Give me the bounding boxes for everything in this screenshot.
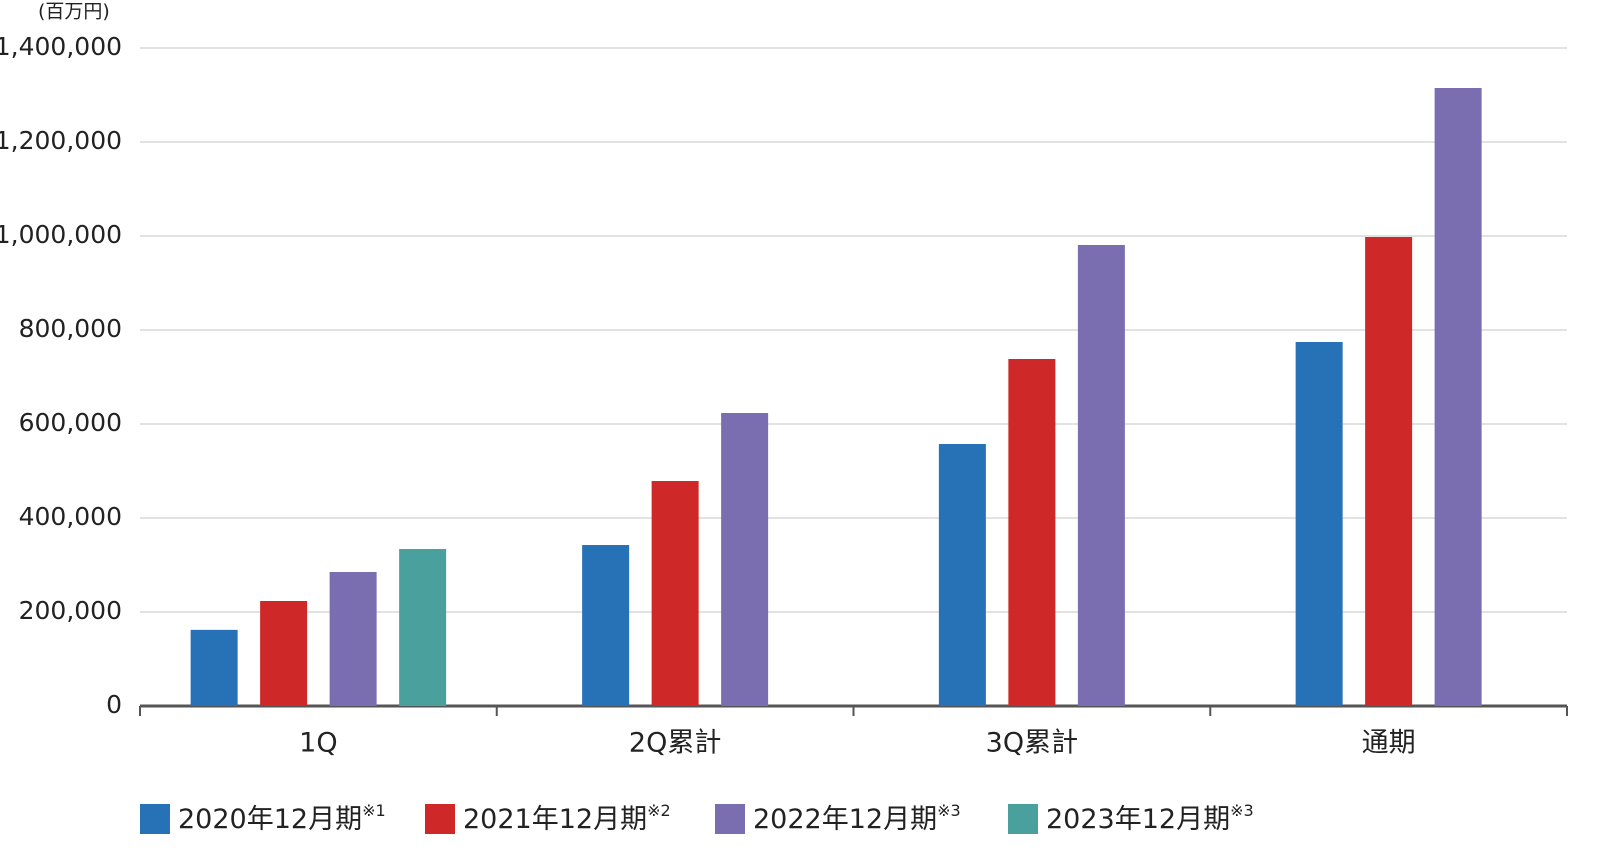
legend-note: ※3 — [937, 801, 961, 820]
legend-name: 2023年12月期 — [1046, 804, 1230, 835]
x-tick-label: 1Q — [299, 728, 337, 759]
x-tick-label: 通期 — [1362, 728, 1416, 759]
bar — [1365, 236, 1413, 706]
x-tick-label: 3Q累計 — [986, 728, 1078, 759]
legend-swatch — [140, 804, 170, 834]
bar — [260, 601, 308, 706]
bar — [190, 629, 238, 706]
legend-name: 2022年12月期 — [753, 804, 937, 835]
legend-note: ※2 — [647, 801, 671, 820]
bar — [1434, 87, 1482, 706]
legend-note: ※3 — [1230, 801, 1254, 820]
unit-label: (百万円) — [38, 1, 110, 23]
bar — [399, 549, 447, 706]
y-tick-label: 0 — [106, 690, 122, 719]
legend-swatch — [425, 804, 455, 834]
x-tick-label: 2Q累計 — [629, 728, 721, 759]
legend-label: 2021年12月期※2 — [463, 801, 671, 835]
y-tick-label: 1,200,000 — [0, 126, 122, 155]
y-tick-label: 600,000 — [19, 408, 122, 437]
legend-note: ※1 — [362, 801, 386, 820]
bar — [721, 413, 769, 706]
y-tick-label: 400,000 — [19, 502, 122, 531]
legend-label: 2020年12月期※1 — [178, 801, 386, 835]
legend-name: 2020年12月期 — [178, 804, 362, 835]
bar — [1077, 244, 1125, 707]
y-tick-label: 1,400,000 — [0, 32, 122, 61]
legend-name: 2021年12月期 — [463, 804, 647, 835]
bar — [1295, 341, 1343, 706]
bar — [651, 481, 699, 706]
bar — [582, 545, 630, 706]
legend-label: 2022年12月期※3 — [753, 801, 961, 835]
bar — [329, 572, 377, 706]
y-tick-label: 200,000 — [19, 596, 122, 625]
bar — [1008, 358, 1056, 706]
legend-label: 2023年12月期※3 — [1046, 801, 1254, 835]
y-tick-label: 800,000 — [19, 314, 122, 343]
legend-swatch — [1008, 804, 1038, 834]
y-tick-label: 1,000,000 — [0, 220, 122, 249]
bar — [938, 444, 986, 706]
legend-swatch — [715, 804, 745, 834]
